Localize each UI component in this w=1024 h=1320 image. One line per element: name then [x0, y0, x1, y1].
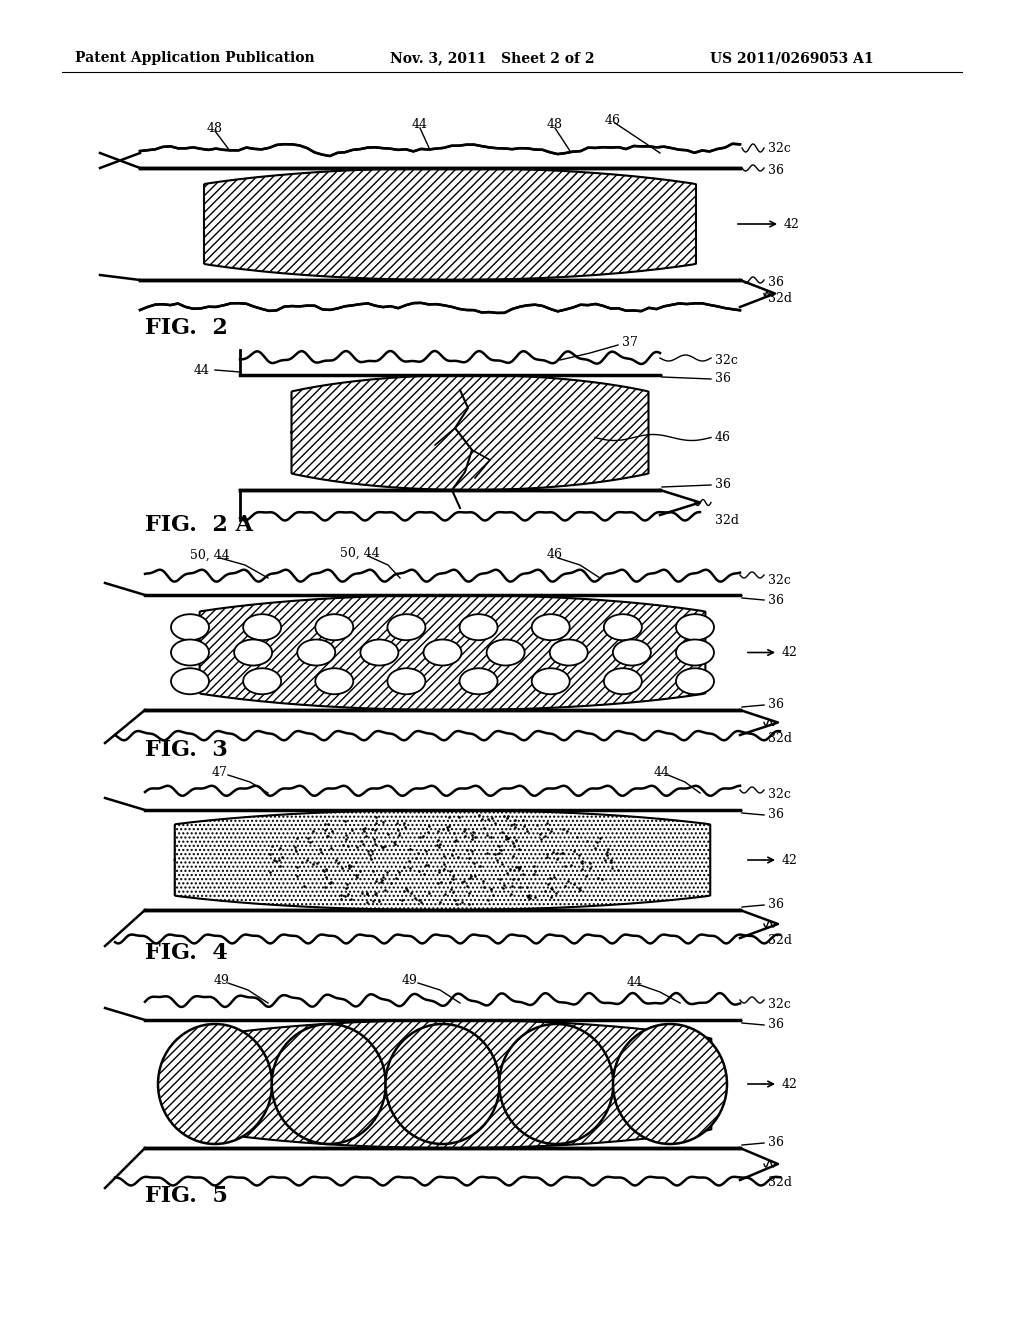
Ellipse shape — [243, 614, 282, 640]
Ellipse shape — [171, 639, 209, 665]
Text: Patent Application Publication: Patent Application Publication — [75, 51, 314, 65]
Ellipse shape — [158, 1024, 272, 1144]
Text: 36: 36 — [768, 698, 784, 711]
Text: 44: 44 — [627, 975, 643, 989]
Polygon shape — [240, 490, 700, 520]
Polygon shape — [145, 570, 740, 595]
Polygon shape — [140, 144, 740, 168]
Text: 46: 46 — [547, 549, 563, 561]
Text: 32c: 32c — [768, 141, 791, 154]
Ellipse shape — [486, 639, 524, 665]
Polygon shape — [140, 280, 740, 313]
Ellipse shape — [171, 614, 209, 640]
Text: 32d: 32d — [715, 513, 739, 527]
Ellipse shape — [271, 1024, 386, 1144]
Text: 32c: 32c — [768, 788, 791, 801]
Polygon shape — [194, 1020, 712, 1148]
Text: 44: 44 — [654, 766, 670, 779]
Text: 42: 42 — [784, 218, 800, 231]
Ellipse shape — [613, 639, 651, 665]
Text: 32d: 32d — [768, 292, 792, 305]
Text: FIG.  3: FIG. 3 — [145, 739, 227, 762]
Polygon shape — [204, 168, 696, 280]
Ellipse shape — [604, 668, 642, 694]
Text: 32d: 32d — [768, 1176, 792, 1189]
Ellipse shape — [500, 1024, 613, 1144]
Text: 42: 42 — [782, 645, 798, 659]
Text: 36: 36 — [768, 594, 784, 606]
Text: 50, 44: 50, 44 — [340, 546, 380, 560]
Ellipse shape — [297, 639, 335, 665]
Text: 44: 44 — [412, 119, 428, 132]
Polygon shape — [200, 595, 706, 710]
Text: 48: 48 — [547, 119, 563, 132]
Text: 47: 47 — [212, 766, 228, 779]
Ellipse shape — [460, 614, 498, 640]
Ellipse shape — [676, 668, 714, 694]
Text: 36: 36 — [768, 899, 784, 912]
Ellipse shape — [613, 1024, 727, 1144]
Text: 44: 44 — [194, 363, 210, 376]
Text: 42: 42 — [782, 854, 798, 866]
Text: 49: 49 — [214, 974, 230, 986]
Ellipse shape — [360, 639, 398, 665]
Ellipse shape — [424, 639, 462, 665]
Text: 36: 36 — [715, 372, 731, 385]
Text: 36: 36 — [768, 276, 784, 289]
Text: 36: 36 — [768, 1137, 784, 1150]
Text: 32c: 32c — [768, 573, 791, 586]
Polygon shape — [145, 993, 740, 1020]
Text: 49: 49 — [402, 974, 418, 986]
Text: 32c: 32c — [715, 355, 738, 367]
Text: 36: 36 — [768, 1019, 784, 1031]
Text: FIG.  2: FIG. 2 — [145, 317, 228, 339]
Ellipse shape — [234, 639, 272, 665]
Ellipse shape — [387, 614, 425, 640]
Ellipse shape — [531, 614, 569, 640]
Text: 48: 48 — [207, 121, 223, 135]
Text: 46: 46 — [715, 432, 731, 444]
Ellipse shape — [550, 639, 588, 665]
Polygon shape — [115, 710, 780, 741]
Text: 32d: 32d — [768, 935, 792, 948]
Ellipse shape — [460, 668, 498, 694]
Text: 42: 42 — [782, 1077, 798, 1090]
Text: FIG.  2 A: FIG. 2 A — [145, 513, 253, 536]
Ellipse shape — [387, 668, 425, 694]
Text: 37: 37 — [622, 337, 638, 350]
Polygon shape — [175, 810, 711, 909]
Text: 46: 46 — [605, 114, 621, 127]
Polygon shape — [240, 351, 660, 375]
Polygon shape — [292, 375, 648, 490]
Text: 36: 36 — [715, 479, 731, 491]
Polygon shape — [115, 1148, 780, 1185]
Ellipse shape — [604, 614, 642, 640]
Ellipse shape — [531, 668, 569, 694]
Text: Nov. 3, 2011   Sheet 2 of 2: Nov. 3, 2011 Sheet 2 of 2 — [390, 51, 595, 65]
Ellipse shape — [243, 668, 282, 694]
Ellipse shape — [315, 614, 353, 640]
Polygon shape — [115, 909, 780, 944]
Text: 32d: 32d — [768, 731, 792, 744]
Ellipse shape — [171, 668, 209, 694]
Polygon shape — [145, 785, 740, 810]
Text: US 2011/0269053 A1: US 2011/0269053 A1 — [710, 51, 873, 65]
Ellipse shape — [676, 639, 714, 665]
Ellipse shape — [385, 1024, 500, 1144]
Ellipse shape — [315, 668, 353, 694]
Text: 36: 36 — [768, 808, 784, 821]
Text: FIG.  4: FIG. 4 — [145, 942, 227, 964]
Text: 50, 44: 50, 44 — [190, 549, 229, 561]
Text: 36: 36 — [768, 164, 784, 177]
Ellipse shape — [676, 614, 714, 640]
Text: 32c: 32c — [768, 998, 791, 1011]
Text: FIG.  5: FIG. 5 — [145, 1185, 228, 1206]
